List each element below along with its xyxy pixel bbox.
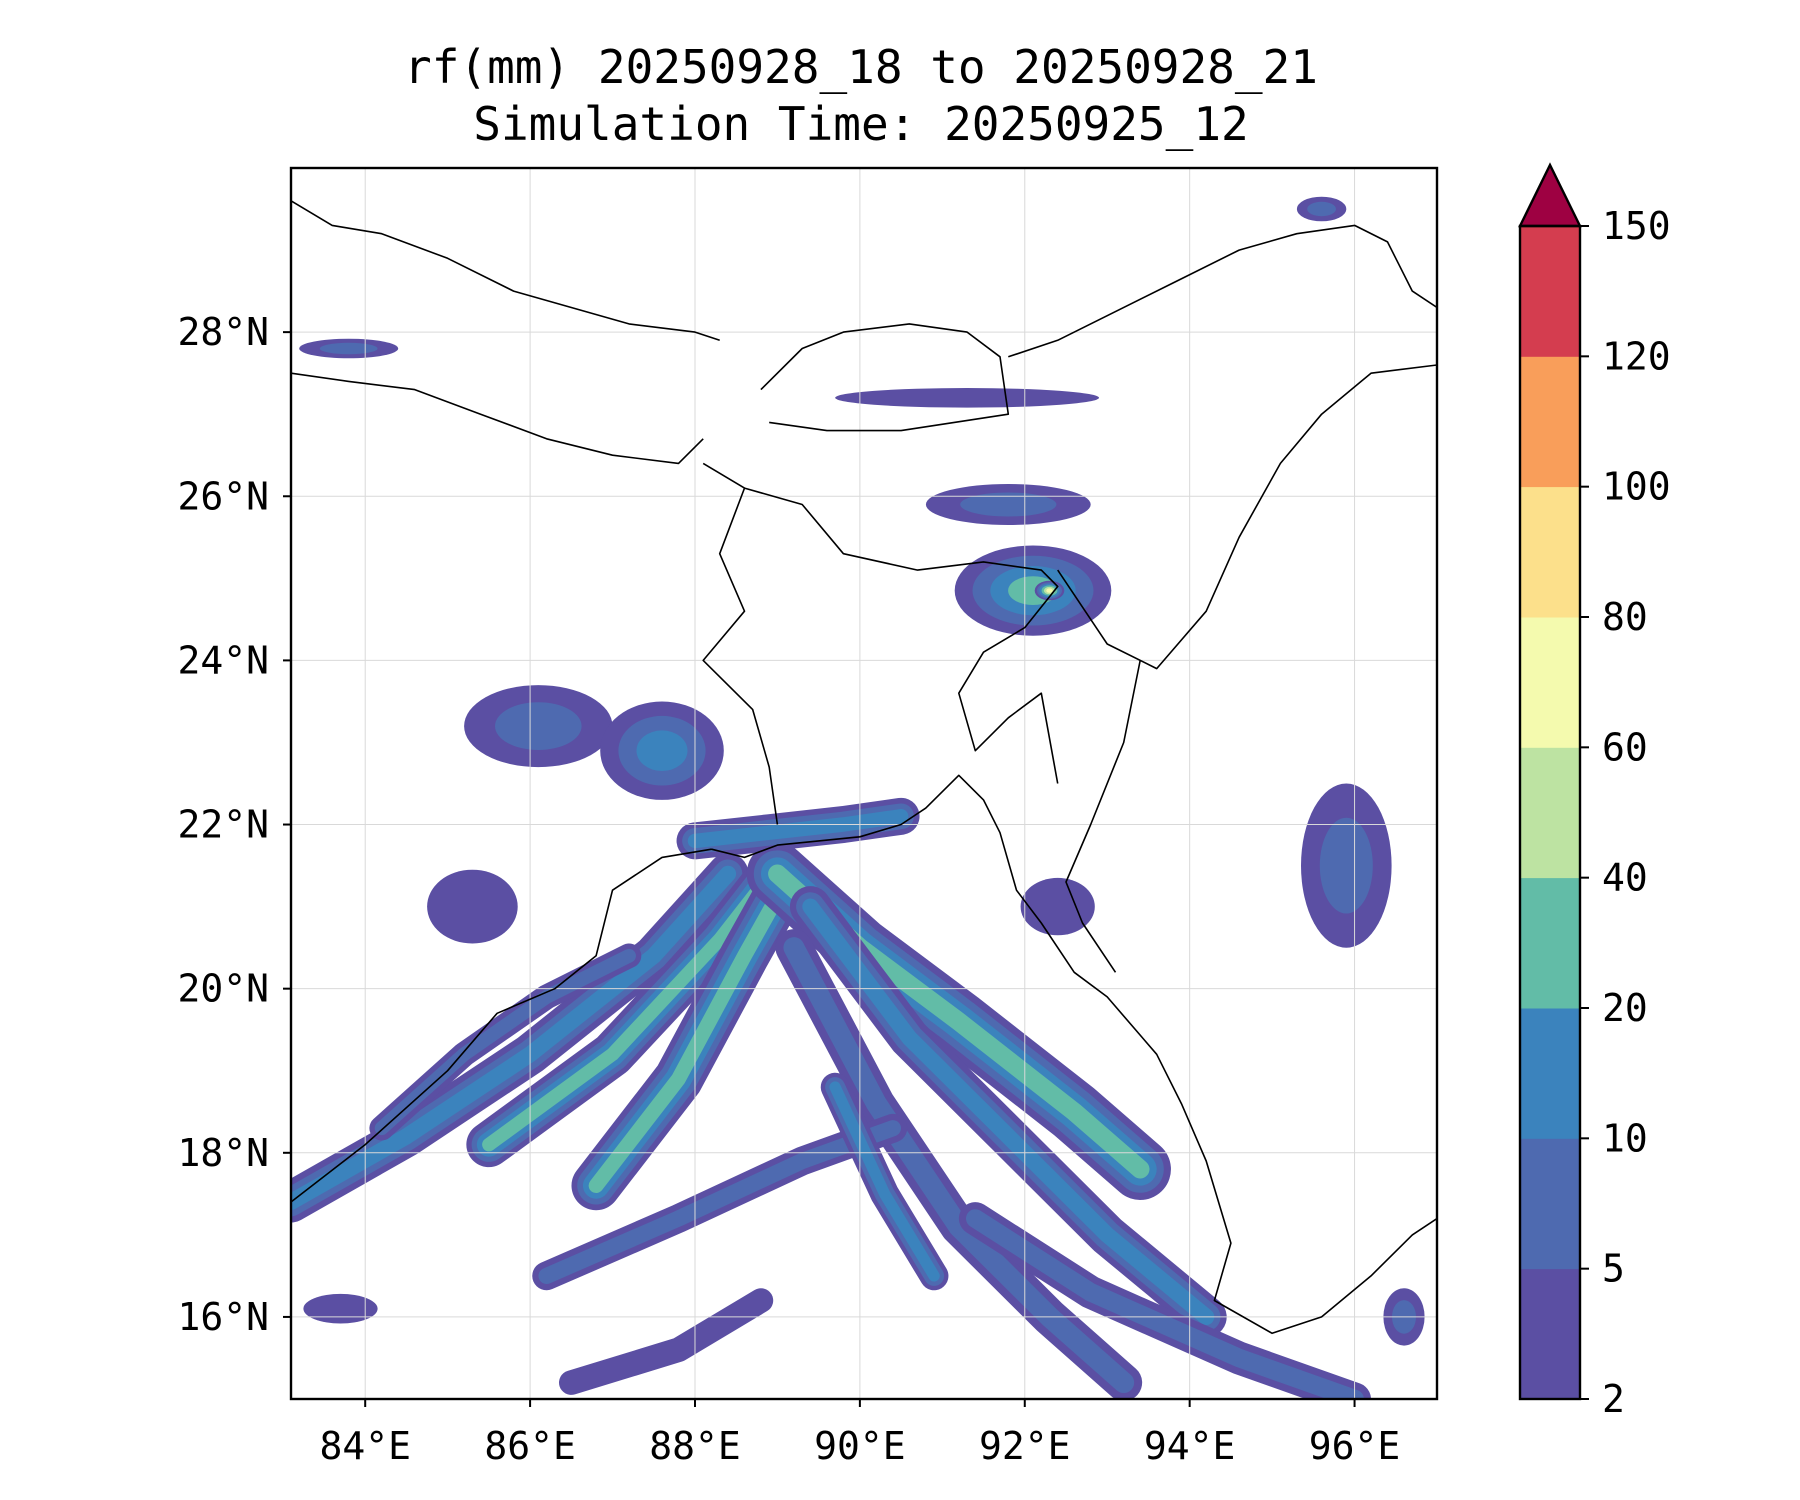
colorbar-tick-label-60: 60 bbox=[1602, 725, 1648, 769]
coastline-india-east-coast bbox=[291, 848, 712, 1203]
colorbar-bins bbox=[1520, 226, 1580, 1400]
y-tick-label-28: 28°N bbox=[177, 310, 269, 354]
rain-patch-tibet-cell-level-1 bbox=[1307, 201, 1336, 217]
rain-band-bay-band-10-level-2 bbox=[829, 1081, 940, 1282]
map-plot-area bbox=[291, 168, 1437, 1399]
colorbar-bin-120-150 bbox=[1520, 226, 1580, 357]
colorbar-tick-label-40: 40 bbox=[1602, 856, 1648, 900]
y-tick-label-20: 20°N bbox=[177, 967, 269, 1011]
colorbar-bin-60-80 bbox=[1520, 617, 1580, 748]
gridlines bbox=[291, 168, 1437, 1399]
colorbar-tick-label-5: 5 bbox=[1602, 1247, 1625, 1291]
colorbar-tick-label-2: 2 bbox=[1602, 1377, 1625, 1421]
rain-patch-west-bengal-cell-level-2 bbox=[636, 730, 688, 771]
coastline-bhutan-border bbox=[760, 323, 1010, 432]
rain-band-bay-band-3-level-3 bbox=[588, 874, 794, 1194]
x-tick-label-84: 84°E bbox=[319, 1424, 411, 1468]
y-tick-label-24: 24°N bbox=[177, 638, 269, 682]
rain-band-coast-band-level-2 bbox=[687, 809, 909, 849]
rain-patch-odisha-cell-level-0 bbox=[427, 869, 518, 944]
colorbar-bin-20-40 bbox=[1520, 877, 1580, 1009]
colorbar-bin-80-100 bbox=[1520, 486, 1580, 618]
coastline-sundarbans-coast bbox=[711, 774, 1437, 1335]
colorbar-bin-40-60 bbox=[1520, 747, 1580, 879]
coastlines bbox=[291, 200, 1437, 1335]
coastline-nepal-north bbox=[291, 200, 720, 342]
chart-title: rf(mm) 20250928_18 to 20250928_21 bbox=[404, 40, 1318, 94]
rain-patch-meghalaya-core-level-5 bbox=[1046, 588, 1053, 593]
y-tick-label-22: 22°N bbox=[177, 803, 269, 847]
colorbar-bin-5-10 bbox=[1520, 1138, 1580, 1270]
x-axis-ticks: 84°E 86°E 88°E 90°E 92°E 94°E 96°E bbox=[319, 1399, 1400, 1468]
rain-patch-sw-cell-level-0 bbox=[303, 1293, 378, 1324]
coastline-bangladesh-north bbox=[744, 487, 1059, 784]
map-background bbox=[291, 168, 1437, 1399]
rain-patch-east-coast-cell-level-1 bbox=[495, 702, 582, 750]
y-axis-ticks: 16°N 18°N 20°N 22°N 24°N 26°N 28°N bbox=[177, 310, 291, 1339]
colorbar-tick-label-120: 120 bbox=[1602, 334, 1671, 378]
rain-patch-nepal-cell-level-1 bbox=[319, 342, 378, 355]
colorbar-ticks: 2 5 10 20 40 60 80 100 120 150 bbox=[1580, 204, 1671, 1421]
colorbar-tick-label-100: 100 bbox=[1602, 465, 1671, 509]
coastline-bangladesh-west bbox=[702, 462, 779, 825]
rain-band-odisha-band-level-1 bbox=[374, 948, 636, 1136]
rain-patch-bhutan-band-level-0 bbox=[835, 388, 1099, 408]
colorbar-tick-label-80: 80 bbox=[1602, 595, 1648, 639]
colorbar-bin-100-120 bbox=[1520, 356, 1580, 488]
rain-band-bay-band-7-level-1 bbox=[966, 1209, 1364, 1399]
colorbar: 2 5 10 20 40 60 80 100 120 150 bbox=[1518, 162, 1671, 1421]
x-tick-label-88: 88°E bbox=[649, 1424, 741, 1468]
colorbar-tick-label-150: 150 bbox=[1602, 204, 1671, 248]
x-tick-label-94: 94°E bbox=[1144, 1424, 1236, 1468]
rain-patch-arakan-cell-level-0 bbox=[1020, 877, 1095, 936]
coastline-nepal-south bbox=[291, 372, 704, 465]
coastline-tibet-border bbox=[1008, 224, 1437, 358]
rain-band-bay-band-5-level-2 bbox=[802, 898, 1215, 1325]
x-tick-label-96: 96°E bbox=[1309, 1424, 1401, 1468]
x-tick-label-90: 90°E bbox=[814, 1424, 906, 1468]
coastline-northeast-india-east bbox=[1057, 364, 1437, 670]
rainfall-contours bbox=[291, 196, 1425, 1399]
coastline-myanmar-west bbox=[1065, 660, 1141, 973]
colorbar-bin-2-5 bbox=[1520, 1268, 1580, 1400]
rain-band-bay-band-6-level-1 bbox=[783, 937, 1135, 1394]
y-tick-label-26: 26°N bbox=[177, 474, 269, 518]
colorbar-tick-label-10: 10 bbox=[1602, 1116, 1648, 1160]
y-tick-label-16: 16°N bbox=[177, 1295, 269, 1339]
colorbar-frame bbox=[1518, 224, 1582, 1401]
map-frame bbox=[289, 166, 1439, 1401]
rain-patch-assam-cell-level-1 bbox=[960, 492, 1057, 517]
rain-patch-myanmar-cell-level-1 bbox=[1319, 817, 1373, 914]
x-tick-label-92: 92°E bbox=[979, 1424, 1071, 1468]
x-tick-label-86: 86°E bbox=[484, 1424, 576, 1468]
colorbar-tick-label-20: 20 bbox=[1602, 986, 1648, 1030]
colorbar-bin-10-20 bbox=[1520, 1008, 1580, 1139]
chart-subtitle: Simulation Time: 20250925_12 bbox=[473, 97, 1248, 151]
y-tick-label-18: 18°N bbox=[177, 1131, 269, 1175]
